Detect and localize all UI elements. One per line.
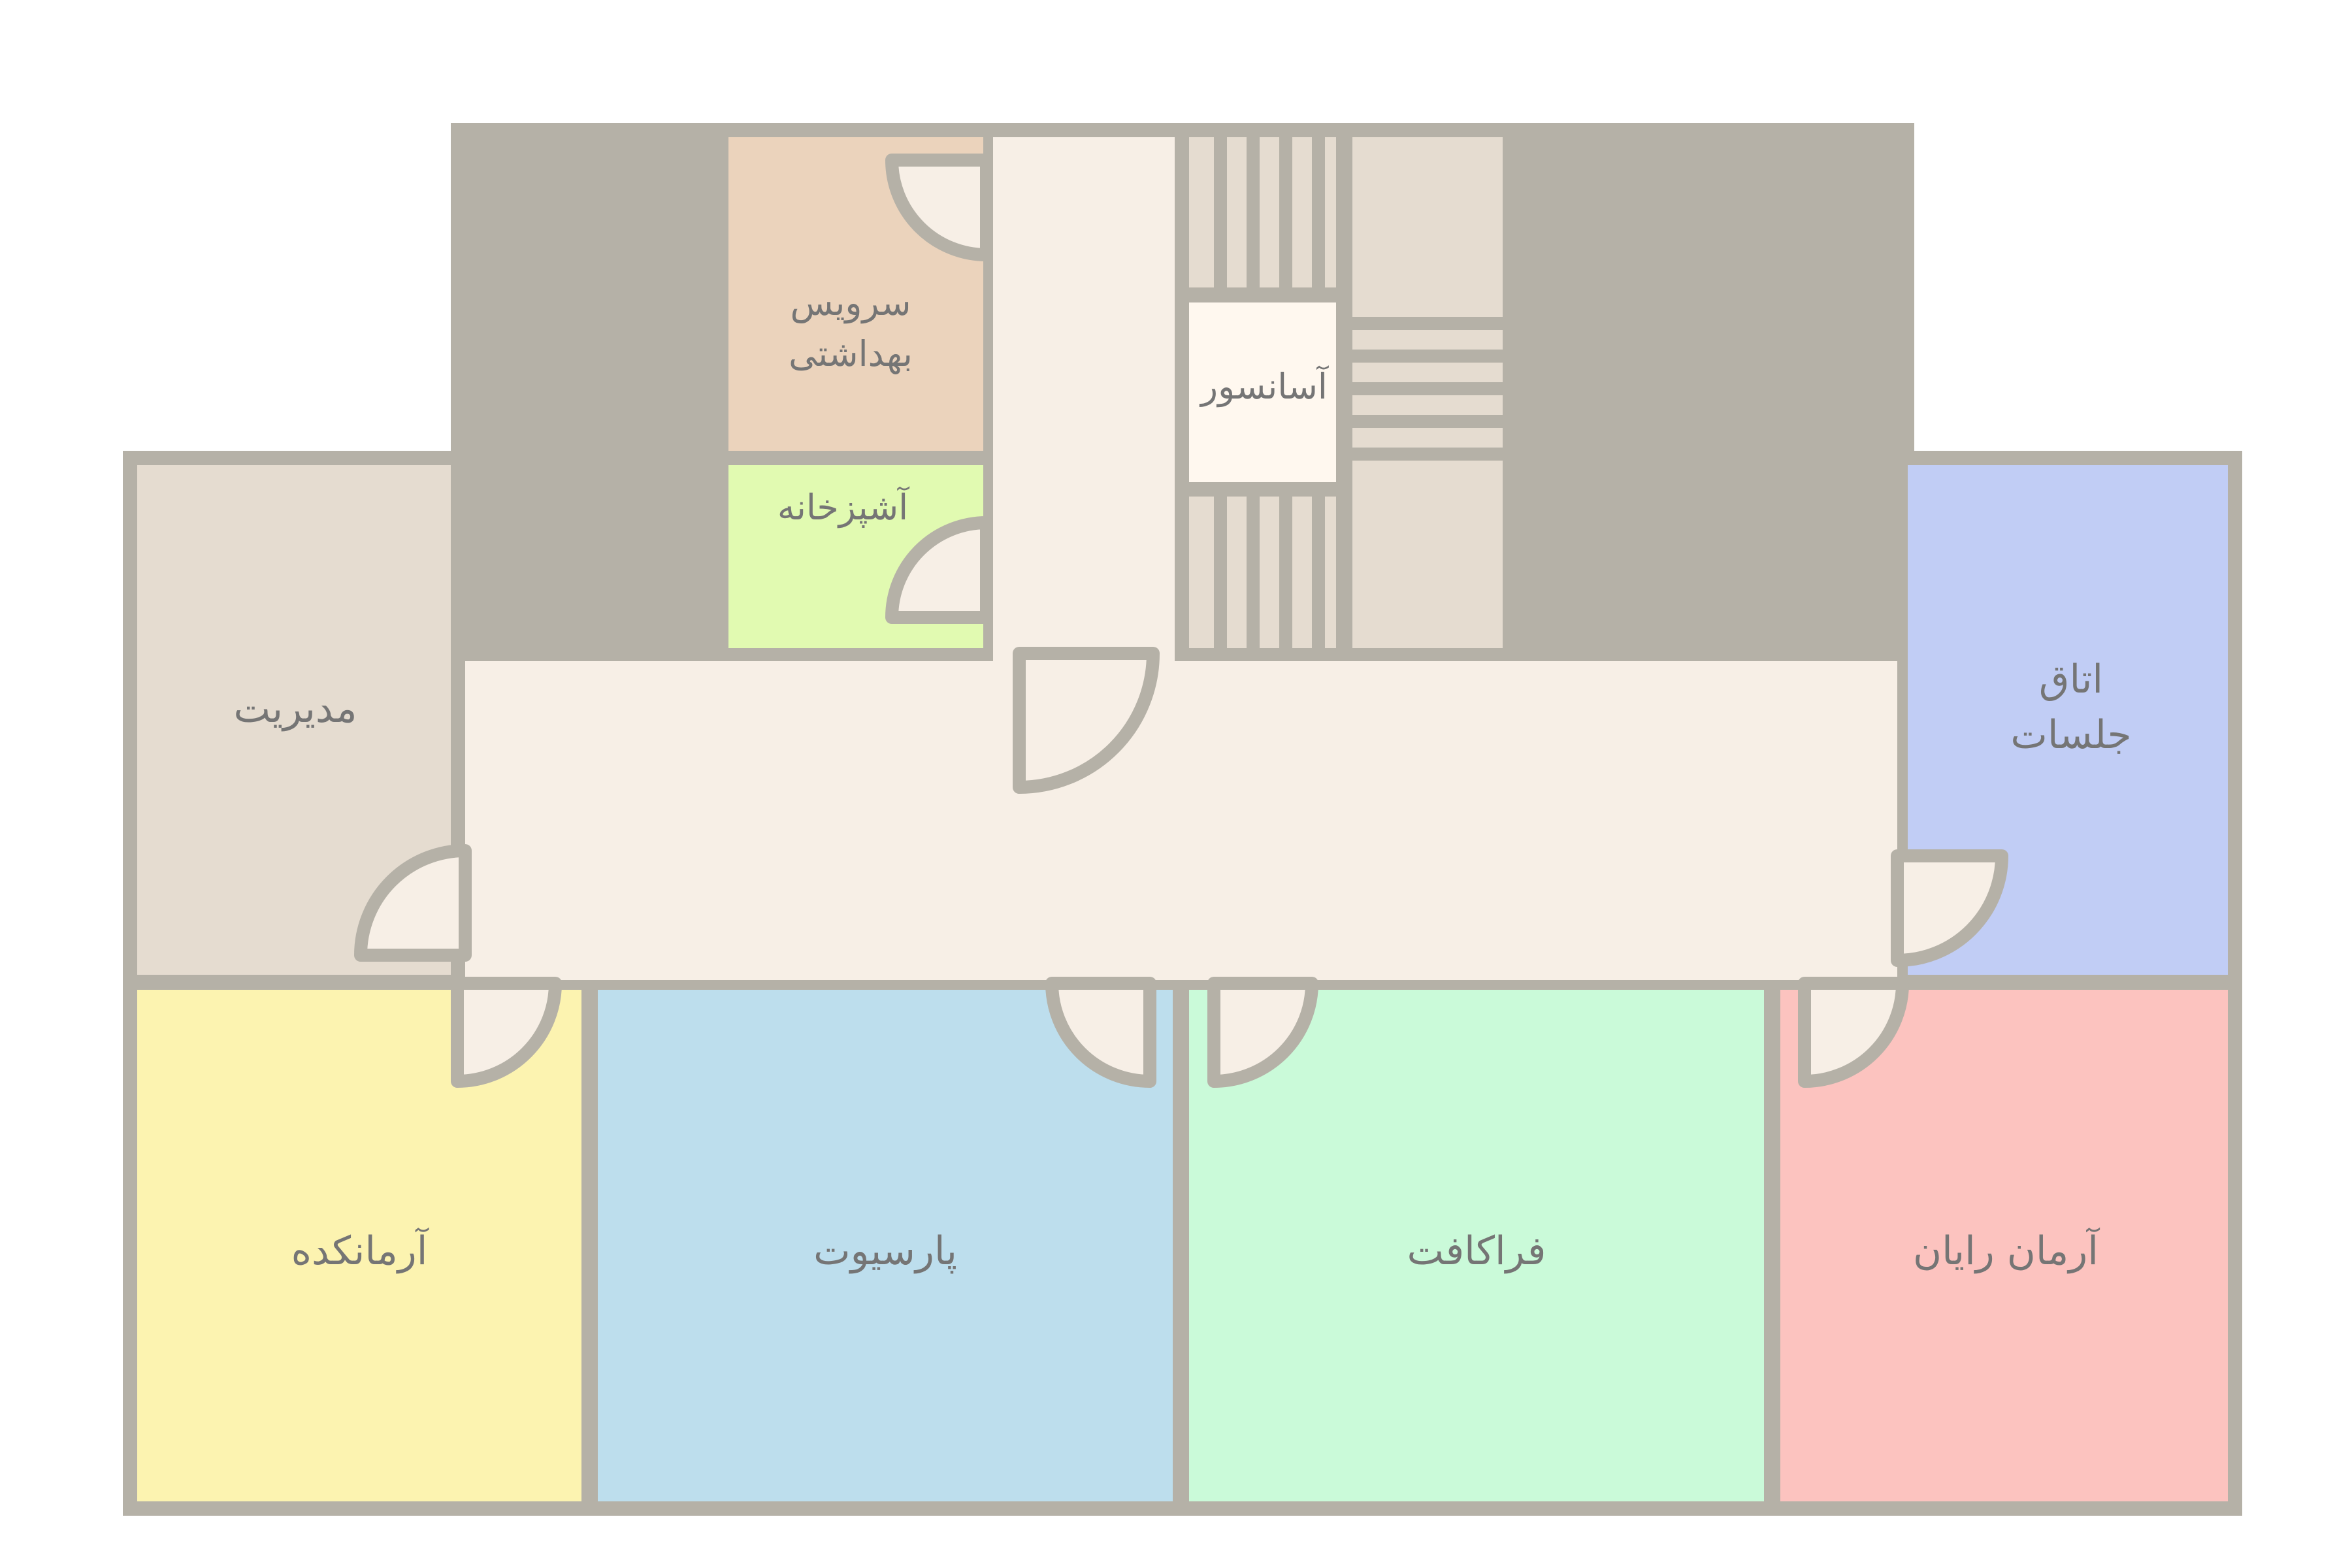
label-toilet-line1: سرویس	[791, 282, 911, 323]
door-meeting[interactable]	[1891, 849, 2008, 967]
stairs-left-bottom	[1189, 497, 1336, 648]
room-parsiot[interactable]	[598, 990, 1173, 1501]
stair-treads-vertical	[1214, 137, 1325, 648]
room-elevator[interactable]	[1189, 302, 1336, 482]
label-meeting-line1: اتاق	[2039, 657, 2103, 702]
label-elevator: آسانسور	[1199, 365, 1329, 407]
room-arman-rayan[interactable]	[1780, 990, 2228, 1501]
label-armankadeh: آرمانکده	[291, 1227, 429, 1274]
door-management[interactable]	[354, 844, 472, 962]
corridor-vertical	[993, 137, 1175, 663]
label-arman-rayan: آرمان رایان	[1913, 1227, 2100, 1274]
label-parsiot: پارسیوت	[813, 1228, 957, 1274]
stair-treads-horizontal	[1352, 317, 1503, 461]
label-meeting-line2: جلسات	[2010, 712, 2131, 758]
door-parsiot[interactable]	[1045, 977, 1156, 1088]
label-farakaft: فراکافت	[1407, 1228, 1546, 1274]
corridor-main	[465, 661, 1897, 980]
door-swings	[354, 154, 2008, 1088]
label-management: مدیریت	[233, 686, 357, 732]
door-kitchen[interactable]	[885, 516, 993, 624]
stairs-left-top	[1189, 137, 1336, 287]
door-farakaft[interactable]	[1207, 977, 1318, 1088]
door-corridor-center[interactable]	[1013, 647, 1160, 794]
door-armankadeh[interactable]	[451, 977, 562, 1088]
door-toilet[interactable]	[885, 154, 993, 261]
door-arman-rayan[interactable]	[1798, 977, 1909, 1088]
label-kitchen: آشپزخانه	[777, 486, 909, 528]
room-armankadeh[interactable]	[137, 990, 581, 1501]
room-farakaft[interactable]	[1189, 990, 1764, 1501]
label-toilet-line2: بهداشتی	[789, 333, 913, 374]
